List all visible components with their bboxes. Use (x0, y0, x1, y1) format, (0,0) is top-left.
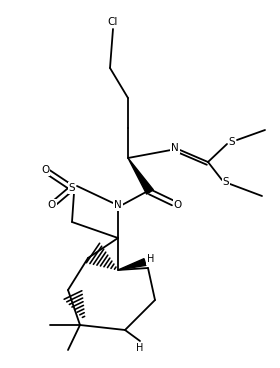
Polygon shape (118, 259, 146, 270)
Text: H: H (136, 343, 144, 353)
Text: N: N (114, 200, 122, 210)
Text: S: S (223, 177, 229, 187)
Text: O: O (48, 200, 56, 210)
Text: Cl: Cl (108, 17, 118, 27)
Text: S: S (229, 137, 235, 147)
Text: O: O (174, 200, 182, 210)
Text: N: N (171, 143, 179, 153)
Polygon shape (128, 158, 153, 194)
Text: S: S (69, 183, 75, 193)
Text: H: H (147, 254, 155, 264)
Text: O: O (41, 165, 49, 175)
